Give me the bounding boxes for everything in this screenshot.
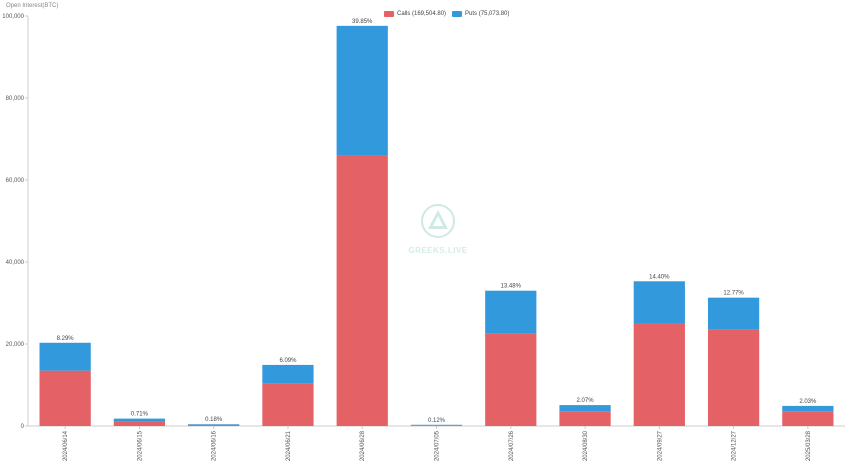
watermark: GREEKS.LIVE bbox=[398, 203, 478, 255]
legend-item-puts[interactable]: Puts (75,073.80) bbox=[452, 11, 509, 17]
x-tick-label: 2024/07/05 bbox=[435, 430, 441, 461]
bar-calls bbox=[410, 425, 463, 426]
x-tick-label: 2025/03/28 bbox=[806, 430, 812, 461]
bar-data-label: 2.07% bbox=[577, 398, 595, 404]
x-tick-label: 2024/06/16 bbox=[212, 430, 218, 461]
y-axis-title: Open Interest(BTC) bbox=[6, 3, 59, 9]
x-tick-label: 2024/06/28 bbox=[360, 430, 366, 461]
y-tick-label: 80,000 bbox=[6, 96, 25, 102]
bar-calls bbox=[485, 333, 537, 426]
legend-swatch-puts bbox=[452, 11, 463, 17]
x-tick-label: 2024/09/27 bbox=[657, 430, 663, 461]
greeks-logo-icon bbox=[421, 204, 455, 238]
legend-label-puts: Puts (75,073.80) bbox=[465, 11, 510, 17]
x-tick-label: 2024/06/14 bbox=[63, 430, 69, 461]
bar-calls bbox=[39, 370, 91, 426]
bar-puts bbox=[336, 25, 388, 156]
y-tick-label: 20,000 bbox=[6, 342, 25, 348]
bar-calls bbox=[559, 411, 611, 426]
bar-data-label: 0.18% bbox=[205, 417, 223, 423]
bar-data-label: 8.29% bbox=[57, 336, 75, 342]
legend-item-calls[interactable]: Calls (169,504.80) bbox=[384, 11, 446, 17]
y-tick-label: 60,000 bbox=[6, 178, 25, 184]
bar-puts bbox=[262, 364, 314, 384]
x-tick-label: 2024/06/15 bbox=[137, 430, 143, 461]
bar-data-label: 12.77% bbox=[723, 291, 744, 297]
legend: Calls (169,504.80) Puts (75,073.80) bbox=[384, 11, 509, 17]
legend-swatch-calls bbox=[384, 11, 394, 17]
bar-puts bbox=[707, 297, 760, 330]
bar-calls bbox=[633, 323, 685, 426]
bar-calls bbox=[113, 421, 166, 426]
x-tick-label: 2024/08/30 bbox=[583, 430, 589, 461]
x-tick-label: 2024/06/21 bbox=[286, 430, 292, 461]
bar-puts bbox=[633, 281, 685, 324]
bar-calls bbox=[336, 155, 388, 426]
bar-puts bbox=[39, 342, 91, 371]
bar-calls bbox=[262, 383, 314, 426]
bar-puts bbox=[559, 405, 611, 412]
bar-data-label: 2.03% bbox=[799, 399, 817, 405]
bar-data-label: 0.12% bbox=[428, 418, 446, 424]
bar-data-label: 14.40% bbox=[649, 274, 670, 280]
bar-puts bbox=[113, 418, 166, 422]
bar-calls bbox=[707, 329, 760, 426]
bar-puts bbox=[485, 290, 537, 334]
watermark-text: GREEKS.LIVE bbox=[408, 246, 468, 255]
x-tick-label: 2024/07/26 bbox=[509, 430, 515, 461]
legend-label-calls: Calls (169,504.80) bbox=[397, 11, 447, 17]
y-tick-label: 0 bbox=[21, 424, 25, 430]
bar-data-label: 39.85% bbox=[352, 19, 373, 25]
x-tick-label: 2024/12/27 bbox=[732, 430, 738, 461]
bar-puts bbox=[782, 405, 834, 412]
bar-calls bbox=[782, 411, 834, 426]
bar-data-label: 13.48% bbox=[501, 284, 522, 290]
bar-calls bbox=[188, 424, 240, 426]
bar-data-label: 0.71% bbox=[131, 412, 149, 418]
y-tick-label: 100,000 bbox=[2, 14, 24, 20]
y-tick-label: 40,000 bbox=[6, 260, 25, 266]
bar-puts bbox=[188, 424, 240, 425]
bar-data-label: 6.09% bbox=[279, 358, 297, 364]
